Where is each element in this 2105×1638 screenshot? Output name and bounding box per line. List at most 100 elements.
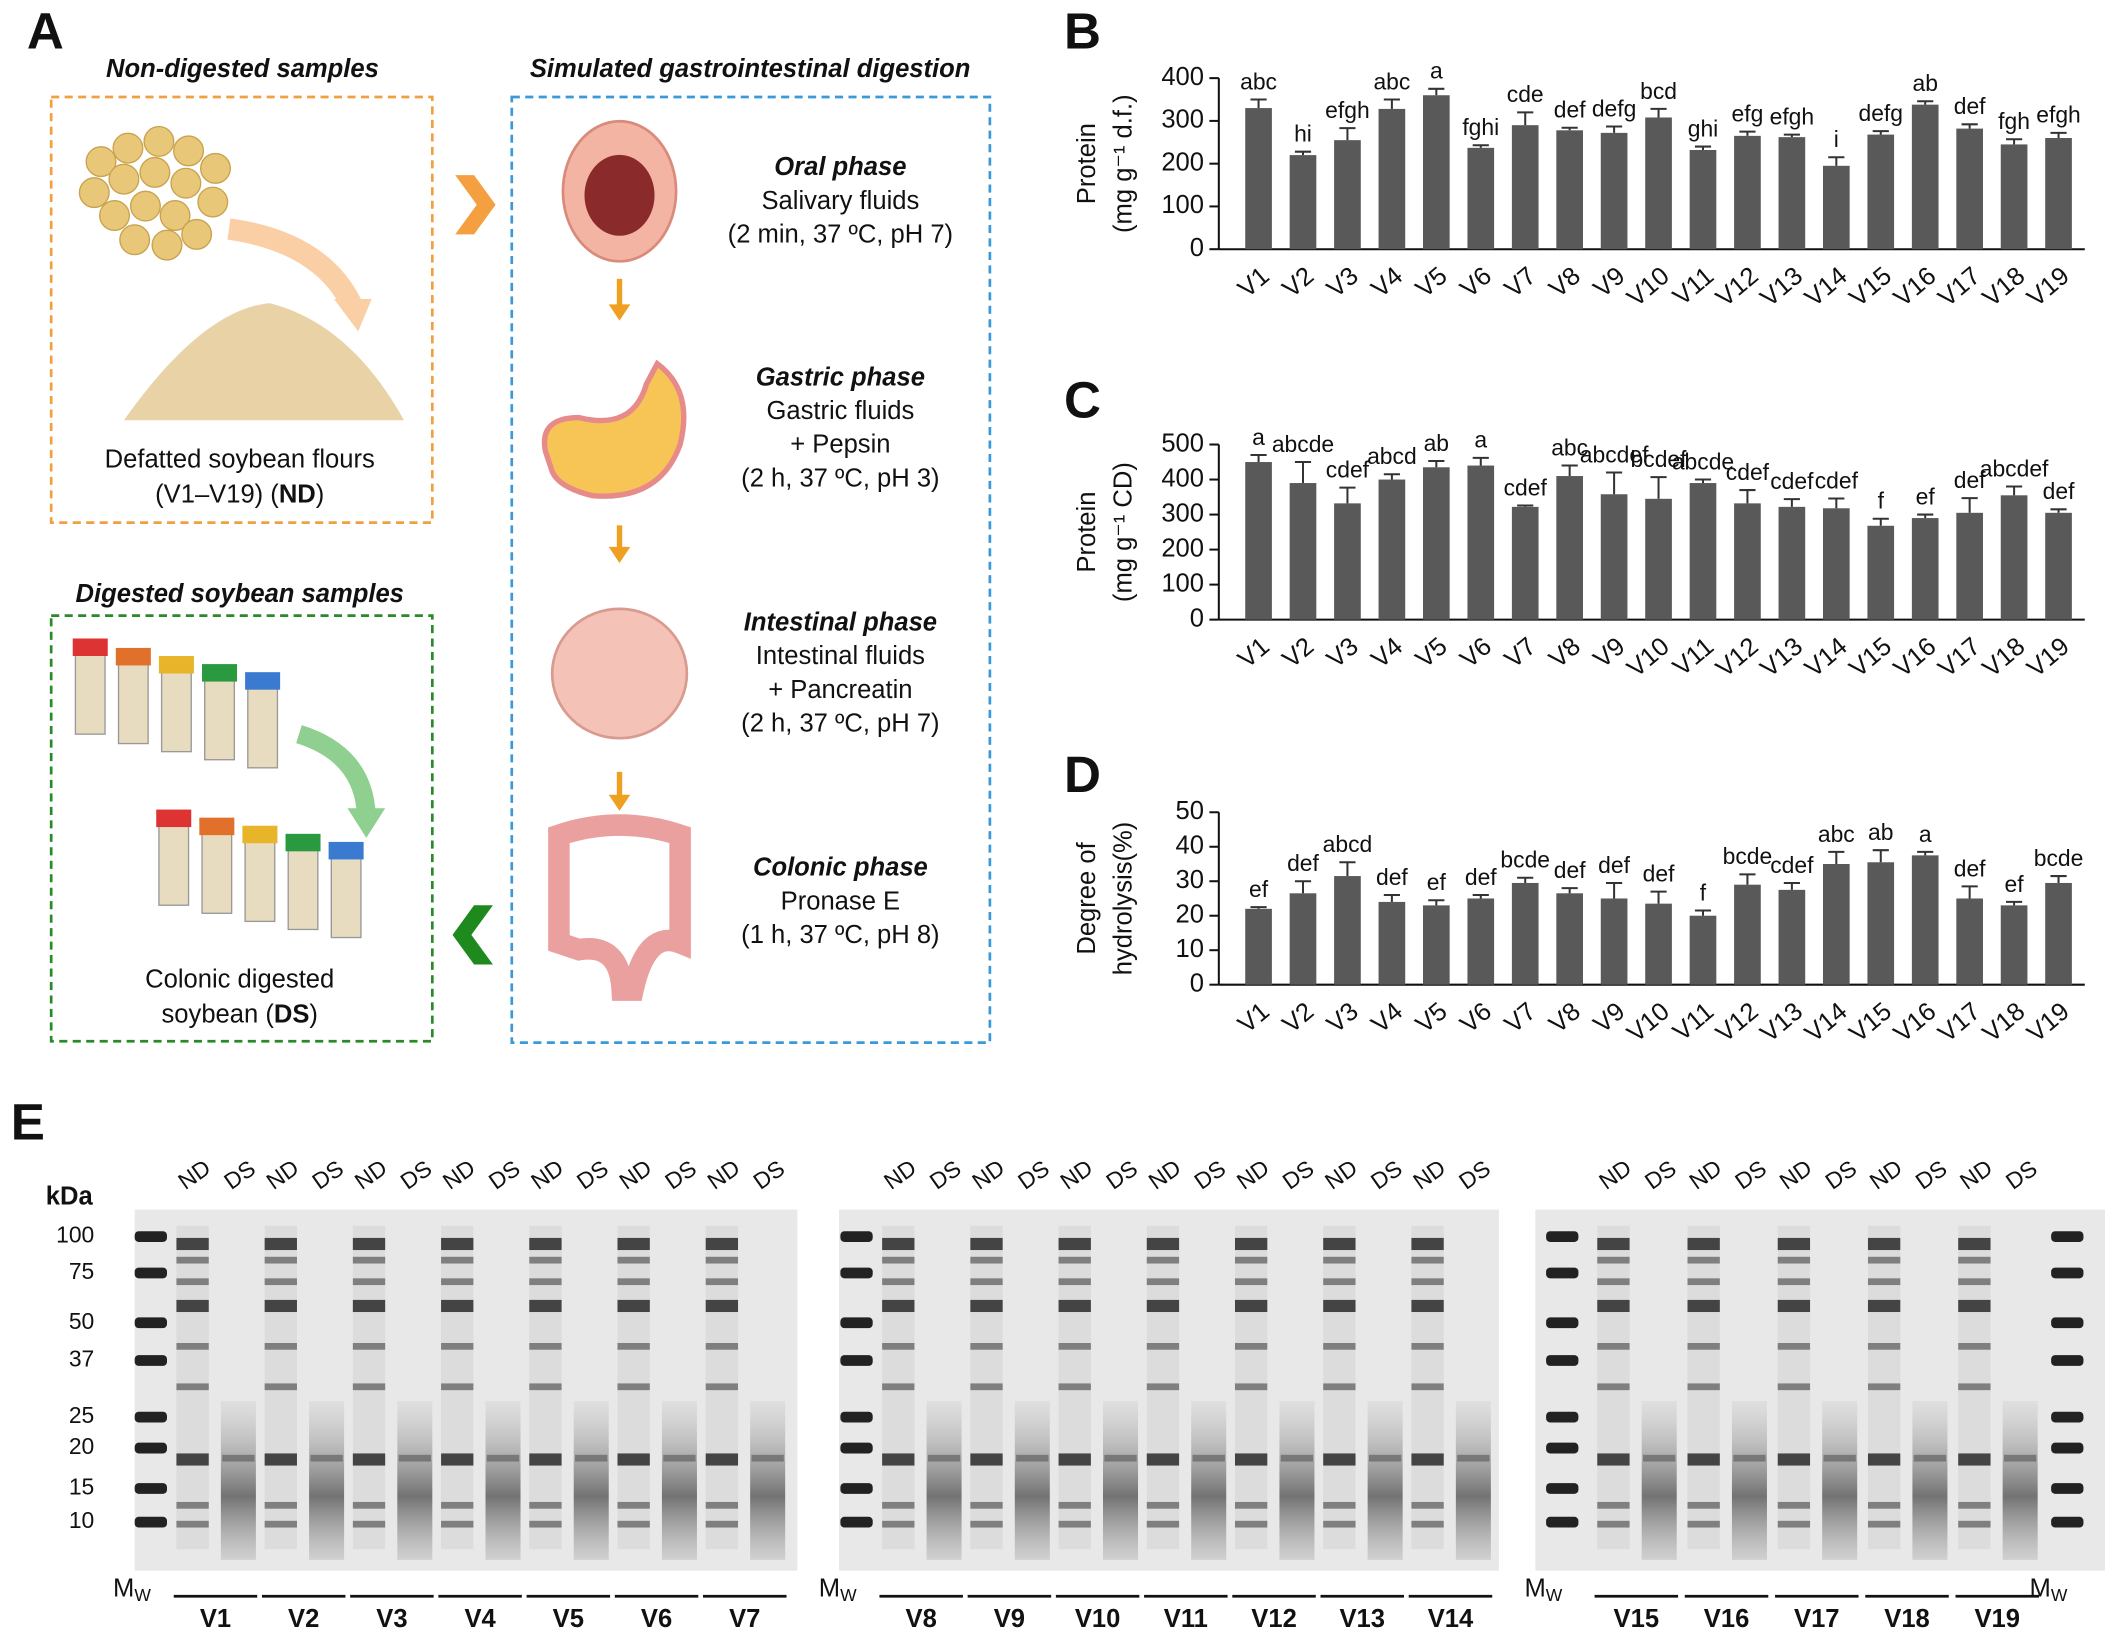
protein-band	[882, 1342, 915, 1350]
significance-letter: abcde	[1672, 448, 1734, 474]
x-tick-label: V4	[1366, 632, 1408, 674]
protein-band	[441, 1520, 474, 1528]
protein-band	[1643, 1454, 1676, 1462]
protein-band	[1958, 1299, 1991, 1313]
protein-band	[1777, 1383, 1811, 1391]
smear	[2002, 1400, 2038, 1560]
significance-letter: abcdef	[1580, 441, 1649, 467]
protein-band	[1234, 1299, 1268, 1313]
marker-band	[1546, 1483, 1579, 1494]
protein-band	[970, 1342, 1003, 1350]
intestine	[550, 607, 689, 740]
protein-band	[1411, 1342, 1444, 1350]
x-tick-label: V18	[1978, 632, 2031, 683]
variety-label: V17	[1794, 1605, 1840, 1633]
x-tick-label: V10	[1622, 632, 1675, 683]
significance-letter: abc	[1551, 434, 1588, 460]
phase-name: Oral phase	[774, 153, 906, 181]
x-tick-label: V13	[1755, 632, 1808, 683]
lane-label: DS	[1366, 1155, 1407, 1195]
lane-label: ND	[1775, 1154, 1817, 1194]
protein-band	[1104, 1454, 1137, 1462]
variety-label: V14	[1428, 1605, 1474, 1633]
x-tick-label: V7	[1500, 632, 1542, 674]
panel-label: E	[11, 1094, 45, 1151]
protein-band	[1597, 1453, 1630, 1466]
protein-band	[1457, 1454, 1490, 1462]
y-tick-label: 50	[1176, 797, 1204, 825]
marker-band	[2051, 1355, 2084, 1366]
marker-band	[134, 1516, 167, 1528]
variety-label: V18	[1884, 1605, 1930, 1633]
y-tick-label: 200	[1161, 148, 1204, 176]
bar	[1467, 898, 1495, 985]
significance-letter: def	[1954, 93, 1986, 119]
protein-band	[1687, 1237, 1720, 1251]
protein-band	[529, 1342, 562, 1350]
bar	[1378, 479, 1406, 620]
protein-band	[1058, 1520, 1091, 1528]
x-tick-label: V18	[1978, 262, 2031, 313]
variety-label: V2	[288, 1605, 319, 1633]
significance-letter: defg	[1858, 100, 1903, 126]
protein-band	[1368, 1454, 1402, 1462]
protein-band	[1867, 1342, 1901, 1350]
variety-label: V16	[1704, 1605, 1750, 1633]
protein-band	[882, 1237, 915, 1251]
marker-band	[840, 1411, 873, 1423]
caption: soybean (DS)	[162, 1000, 318, 1028]
protein-band	[441, 1383, 474, 1391]
lane-label: ND	[879, 1154, 921, 1194]
bar	[1689, 149, 1717, 250]
x-tick-label: V3	[1322, 632, 1364, 674]
y-axis-label: (mg g⁻¹ CD)	[1109, 462, 1137, 602]
bar	[1645, 498, 1672, 620]
significance-letter: def	[1376, 864, 1408, 890]
marker-label: 25	[69, 1402, 94, 1428]
protein-band	[310, 1454, 343, 1462]
significance-letter: a	[1252, 424, 1265, 450]
bar	[1289, 893, 1317, 985]
x-tick-label: V15	[1844, 997, 1897, 1048]
protein-band	[1323, 1501, 1356, 1509]
variety-label: V10	[1075, 1605, 1121, 1633]
significance-letter: def	[1465, 864, 1497, 890]
significance-letter: def	[1287, 850, 1319, 876]
protein-band	[1146, 1299, 1180, 1313]
process-arrow	[227, 218, 363, 312]
protein-band	[486, 1454, 520, 1462]
significance-letter: defg	[1592, 95, 1637, 121]
significance-letter: abc	[1240, 68, 1277, 94]
protein-band	[705, 1520, 739, 1528]
protein-band	[1958, 1278, 1991, 1286]
x-tick-label: V8	[1544, 997, 1586, 1039]
variety-label: V9	[994, 1605, 1025, 1633]
y-tick-label: 10	[1176, 935, 1204, 963]
protein-band	[1777, 1256, 1811, 1264]
x-tick-label: V16	[1889, 997, 1942, 1048]
bar	[1645, 903, 1672, 985]
marker-band	[2051, 1411, 2084, 1423]
protein-band	[1597, 1383, 1630, 1391]
bar	[1245, 108, 1272, 250]
protein-band	[264, 1453, 297, 1466]
y-tick-label: 30	[1176, 866, 1204, 894]
protein-band	[1016, 1454, 1049, 1462]
protein-band	[1192, 1454, 1225, 1462]
section-title: Digested soybean samples	[76, 580, 404, 608]
phase-detail: + Pepsin	[790, 431, 890, 459]
protein-band	[1777, 1520, 1811, 1528]
protein-band	[1777, 1299, 1811, 1313]
x-tick-label: V6	[1455, 997, 1497, 1039]
colon	[548, 814, 691, 1001]
marker-band	[840, 1483, 873, 1494]
x-tick-label: V19	[2022, 632, 2075, 683]
lane-label: DS	[1278, 1155, 1319, 1195]
protein-band	[1411, 1237, 1444, 1251]
protein-band	[352, 1237, 386, 1251]
protein-band	[663, 1454, 696, 1462]
significance-letter: fgh	[1998, 108, 2030, 134]
protein-band	[1867, 1299, 1901, 1313]
marker-band	[134, 1411, 167, 1423]
lane-label: DS	[1640, 1155, 1681, 1195]
